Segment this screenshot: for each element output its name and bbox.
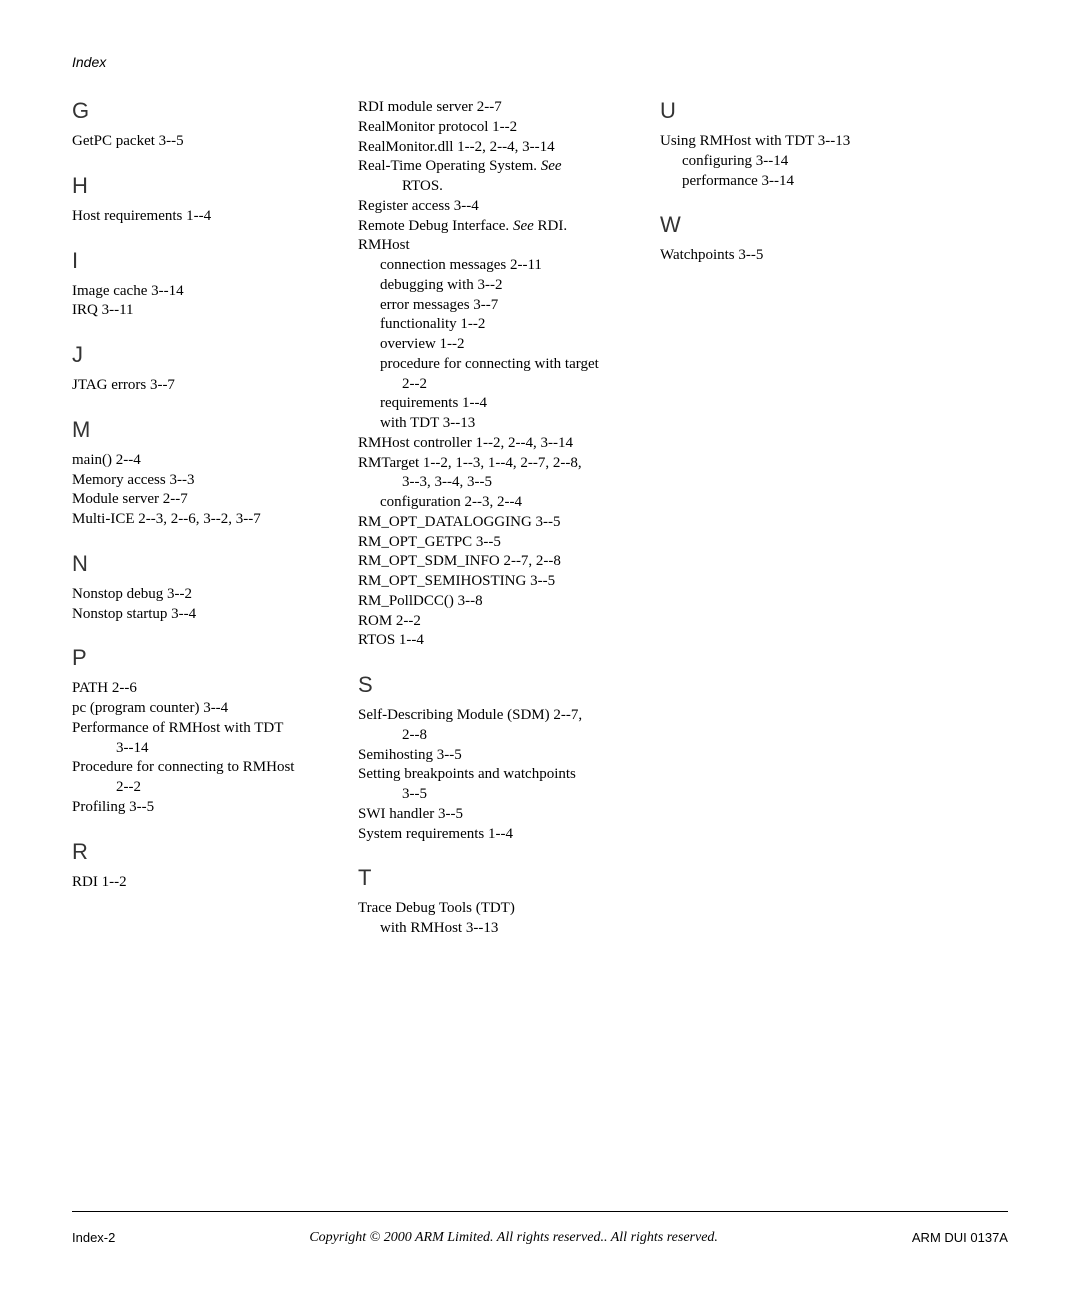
index-entry: Image cache 3--14 <box>72 282 358 301</box>
index-section-letter: P <box>72 645 358 671</box>
index-section-letter: R <box>72 839 358 865</box>
index-entry: RDI 1--2 <box>72 873 358 892</box>
index-continuation: 2--8 <box>358 726 660 745</box>
index-subentry: with TDT 3--13 <box>358 414 660 433</box>
index-subentry: error messages 3--7 <box>358 296 660 315</box>
index-continuation: RTOS. <box>358 177 660 196</box>
footer-page-number: Index-2 <box>72 1230 115 1246</box>
index-entry: Profiling 3--5 <box>72 798 358 817</box>
index-continuation: 2--2 <box>72 778 358 797</box>
index-subentry: configuration 2--3, 2--4 <box>358 493 660 512</box>
index-subentry: connection messages 2--11 <box>358 256 660 275</box>
index-section-letter: G <box>72 98 358 124</box>
index-entry: Using RMHost with TDT 3--13 <box>660 132 980 151</box>
index-entry: SWI handler 3--5 <box>358 805 660 824</box>
index-section-letter: I <box>72 248 358 274</box>
column-2: RDI module server 2--7RealMonitor protoc… <box>358 98 660 939</box>
index-entry: Host requirements 1--4 <box>72 207 358 226</box>
index-entry: RMTarget 1--2, 1--3, 1--4, 2--7, 2--8, <box>358 454 660 473</box>
index-entry: Multi-ICE 2--3, 2--6, 3--2, 3--7 <box>72 510 358 529</box>
index-entry: System requirements 1--4 <box>358 825 660 844</box>
index-entry: Nonstop debug 3--2 <box>72 585 358 604</box>
index-section-letter: T <box>358 865 660 891</box>
index-subentry: procedure for connecting with target <box>358 355 660 374</box>
index-entry: Self-Describing Module (SDM) 2--7, <box>358 706 660 725</box>
index-section-letter: H <box>72 173 358 199</box>
index-entry: RTOS 1--4 <box>358 631 660 650</box>
index-entry: RealMonitor protocol 1--2 <box>358 118 660 137</box>
index-entry: RMHost controller 1--2, 2--4, 3--14 <box>358 434 660 453</box>
index-entry: Trace Debug Tools (TDT) <box>358 899 660 918</box>
index-entry: JTAG errors 3--7 <box>72 376 358 395</box>
footer-doc-id: ARM DUI 0137A <box>912 1230 1008 1246</box>
index-entry: main() 2--4 <box>72 451 358 470</box>
index-entry: RM_OPT_GETPC 3--5 <box>358 533 660 552</box>
index-section-letter: U <box>660 98 980 124</box>
column-3: U Using RMHost with TDT 3--13configuring … <box>660 98 980 939</box>
index-entry: ROM 2--2 <box>358 612 660 631</box>
index-entry: RMHost <box>358 236 660 255</box>
index-subentry: debugging with 3--2 <box>358 276 660 295</box>
index-entry: Module server 2--7 <box>72 490 358 509</box>
index-entry: Performance of RMHost with TDT <box>72 719 358 738</box>
index-columns: G GetPC packet 3--5 H Host requirements 1--… <box>72 98 1008 939</box>
index-section-letter: S <box>358 672 660 698</box>
index-entry: RM_OPT_DATALOGGING 3--5 <box>358 513 660 532</box>
index-subentry: with RMHost 3--13 <box>358 919 660 938</box>
index-subentry: performance 3--14 <box>660 172 980 191</box>
page-header: Index <box>72 54 1008 70</box>
index-entry: Real-Time Operating System. See <box>358 157 660 176</box>
index-entry: Procedure for connecting to RMHost <box>72 758 358 777</box>
index-continuation: 3--3, 3--4, 3--5 <box>358 473 660 492</box>
index-entry: RDI module server 2--7 <box>358 98 660 117</box>
index-entry: Setting breakpoints and watchpoints <box>358 765 660 784</box>
index-section-letter: N <box>72 551 358 577</box>
page-footer: Index-2 Copyright © 2000 ARM Limited. Al… <box>72 1211 1008 1246</box>
index-section-letter: J <box>72 342 358 368</box>
index-entry: RM_OPT_SEMIHOSTING 3--5 <box>358 572 660 591</box>
index-entry: RM_PollDCC() 3--8 <box>358 592 660 611</box>
index-entry: RM_OPT_SDM_INFO 2--7, 2--8 <box>358 552 660 571</box>
index-entry: Watchpoints 3--5 <box>660 246 980 265</box>
index-subentry: configuring 3--14 <box>660 152 980 171</box>
index-entry: GetPC packet 3--5 <box>72 132 358 151</box>
index-entry: RealMonitor.dll 1--2, 2--4, 3--14 <box>358 138 660 157</box>
index-subentry: overview 1--2 <box>358 335 660 354</box>
index-entry: Remote Debug Interface. See RDI. <box>358 217 660 236</box>
index-continuation: 2--2 <box>358 375 660 394</box>
index-subentry: requirements 1--4 <box>358 394 660 413</box>
index-entry: IRQ 3--11 <box>72 301 358 320</box>
index-continuation: 3--5 <box>358 785 660 804</box>
index-entry: pc (program counter) 3--4 <box>72 699 358 718</box>
column-1: G GetPC packet 3--5 H Host requirements 1--… <box>72 98 358 939</box>
index-section-letter: M <box>72 417 358 443</box>
index-entry: Semihosting 3--5 <box>358 746 660 765</box>
index-entry: Memory access 3--3 <box>72 471 358 490</box>
index-entry: Nonstop startup 3--4 <box>72 605 358 624</box>
index-subentry: functionality 1--2 <box>358 315 660 334</box>
footer-copyright: Copyright © 2000 ARM Limited. All rights… <box>309 1230 718 1246</box>
index-section-letter: W <box>660 212 980 238</box>
index-entry: Register access 3--4 <box>358 197 660 216</box>
index-continuation: 3--14 <box>72 739 358 758</box>
index-entry: PATH 2--6 <box>72 679 358 698</box>
